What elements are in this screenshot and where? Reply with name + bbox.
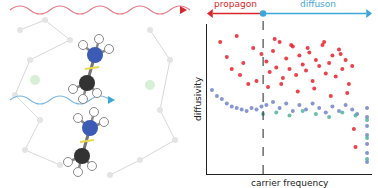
svg-text:diffuson: diffuson — [300, 0, 336, 9]
svg-text:diffusivity: diffusivity — [193, 76, 203, 121]
svg-text:propagon: propagon — [214, 0, 257, 9]
svg-text:carrier frequency: carrier frequency — [251, 178, 329, 188]
